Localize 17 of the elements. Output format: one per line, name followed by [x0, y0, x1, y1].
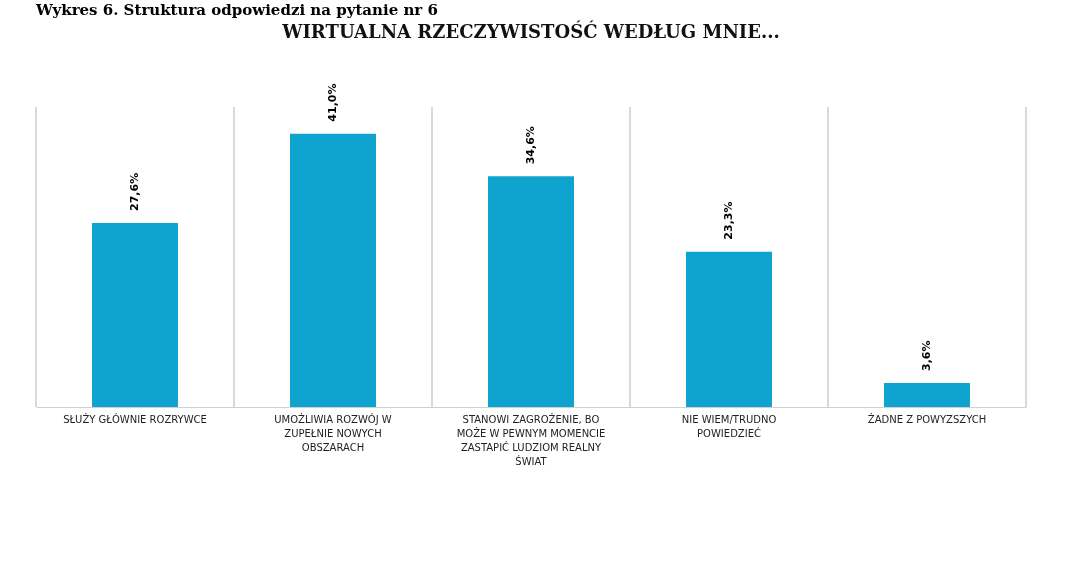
data-label: 3,6%	[920, 340, 933, 371]
data-label: 27,6%	[128, 172, 141, 211]
bar	[92, 223, 178, 407]
bar	[488, 176, 574, 407]
text: Wykres 6. Struktura odpowiedzi na pytanie nr 6	[35, 1, 438, 19]
bar	[290, 133, 376, 407]
x-tick-label: UMOŻLIWIA ROZWÓJ W ZUPEŁNIE NOWYCH OBSZARACH	[274, 413, 392, 453]
x-tick-label: ŻADNE Z POWYZSZYCH	[867, 413, 987, 425]
bar	[884, 383, 970, 407]
chart-title: WIRTUALNA RZECZYWISTOŚĆ WEDŁUG MNIE...	[281, 19, 780, 42]
bar	[686, 251, 772, 407]
data-label: 23,3%	[722, 201, 735, 240]
x-tick-label: NIE WIEM/TRUDNO POWIEDZIEĆ	[681, 414, 777, 439]
data-label: 34,6%	[524, 126, 537, 165]
data-label: 41,0%	[326, 83, 339, 122]
x-tick-label: SŁUŻY GŁÓWNIE ROZRYWCE	[63, 413, 207, 425]
x-tick-label: STANOWI ZAGROŻENIE, BO MOŻE W PEWNYM MOMENCIE ZASTAPIĆ LUDZIOM REALNY ŚWIAT	[456, 413, 606, 467]
